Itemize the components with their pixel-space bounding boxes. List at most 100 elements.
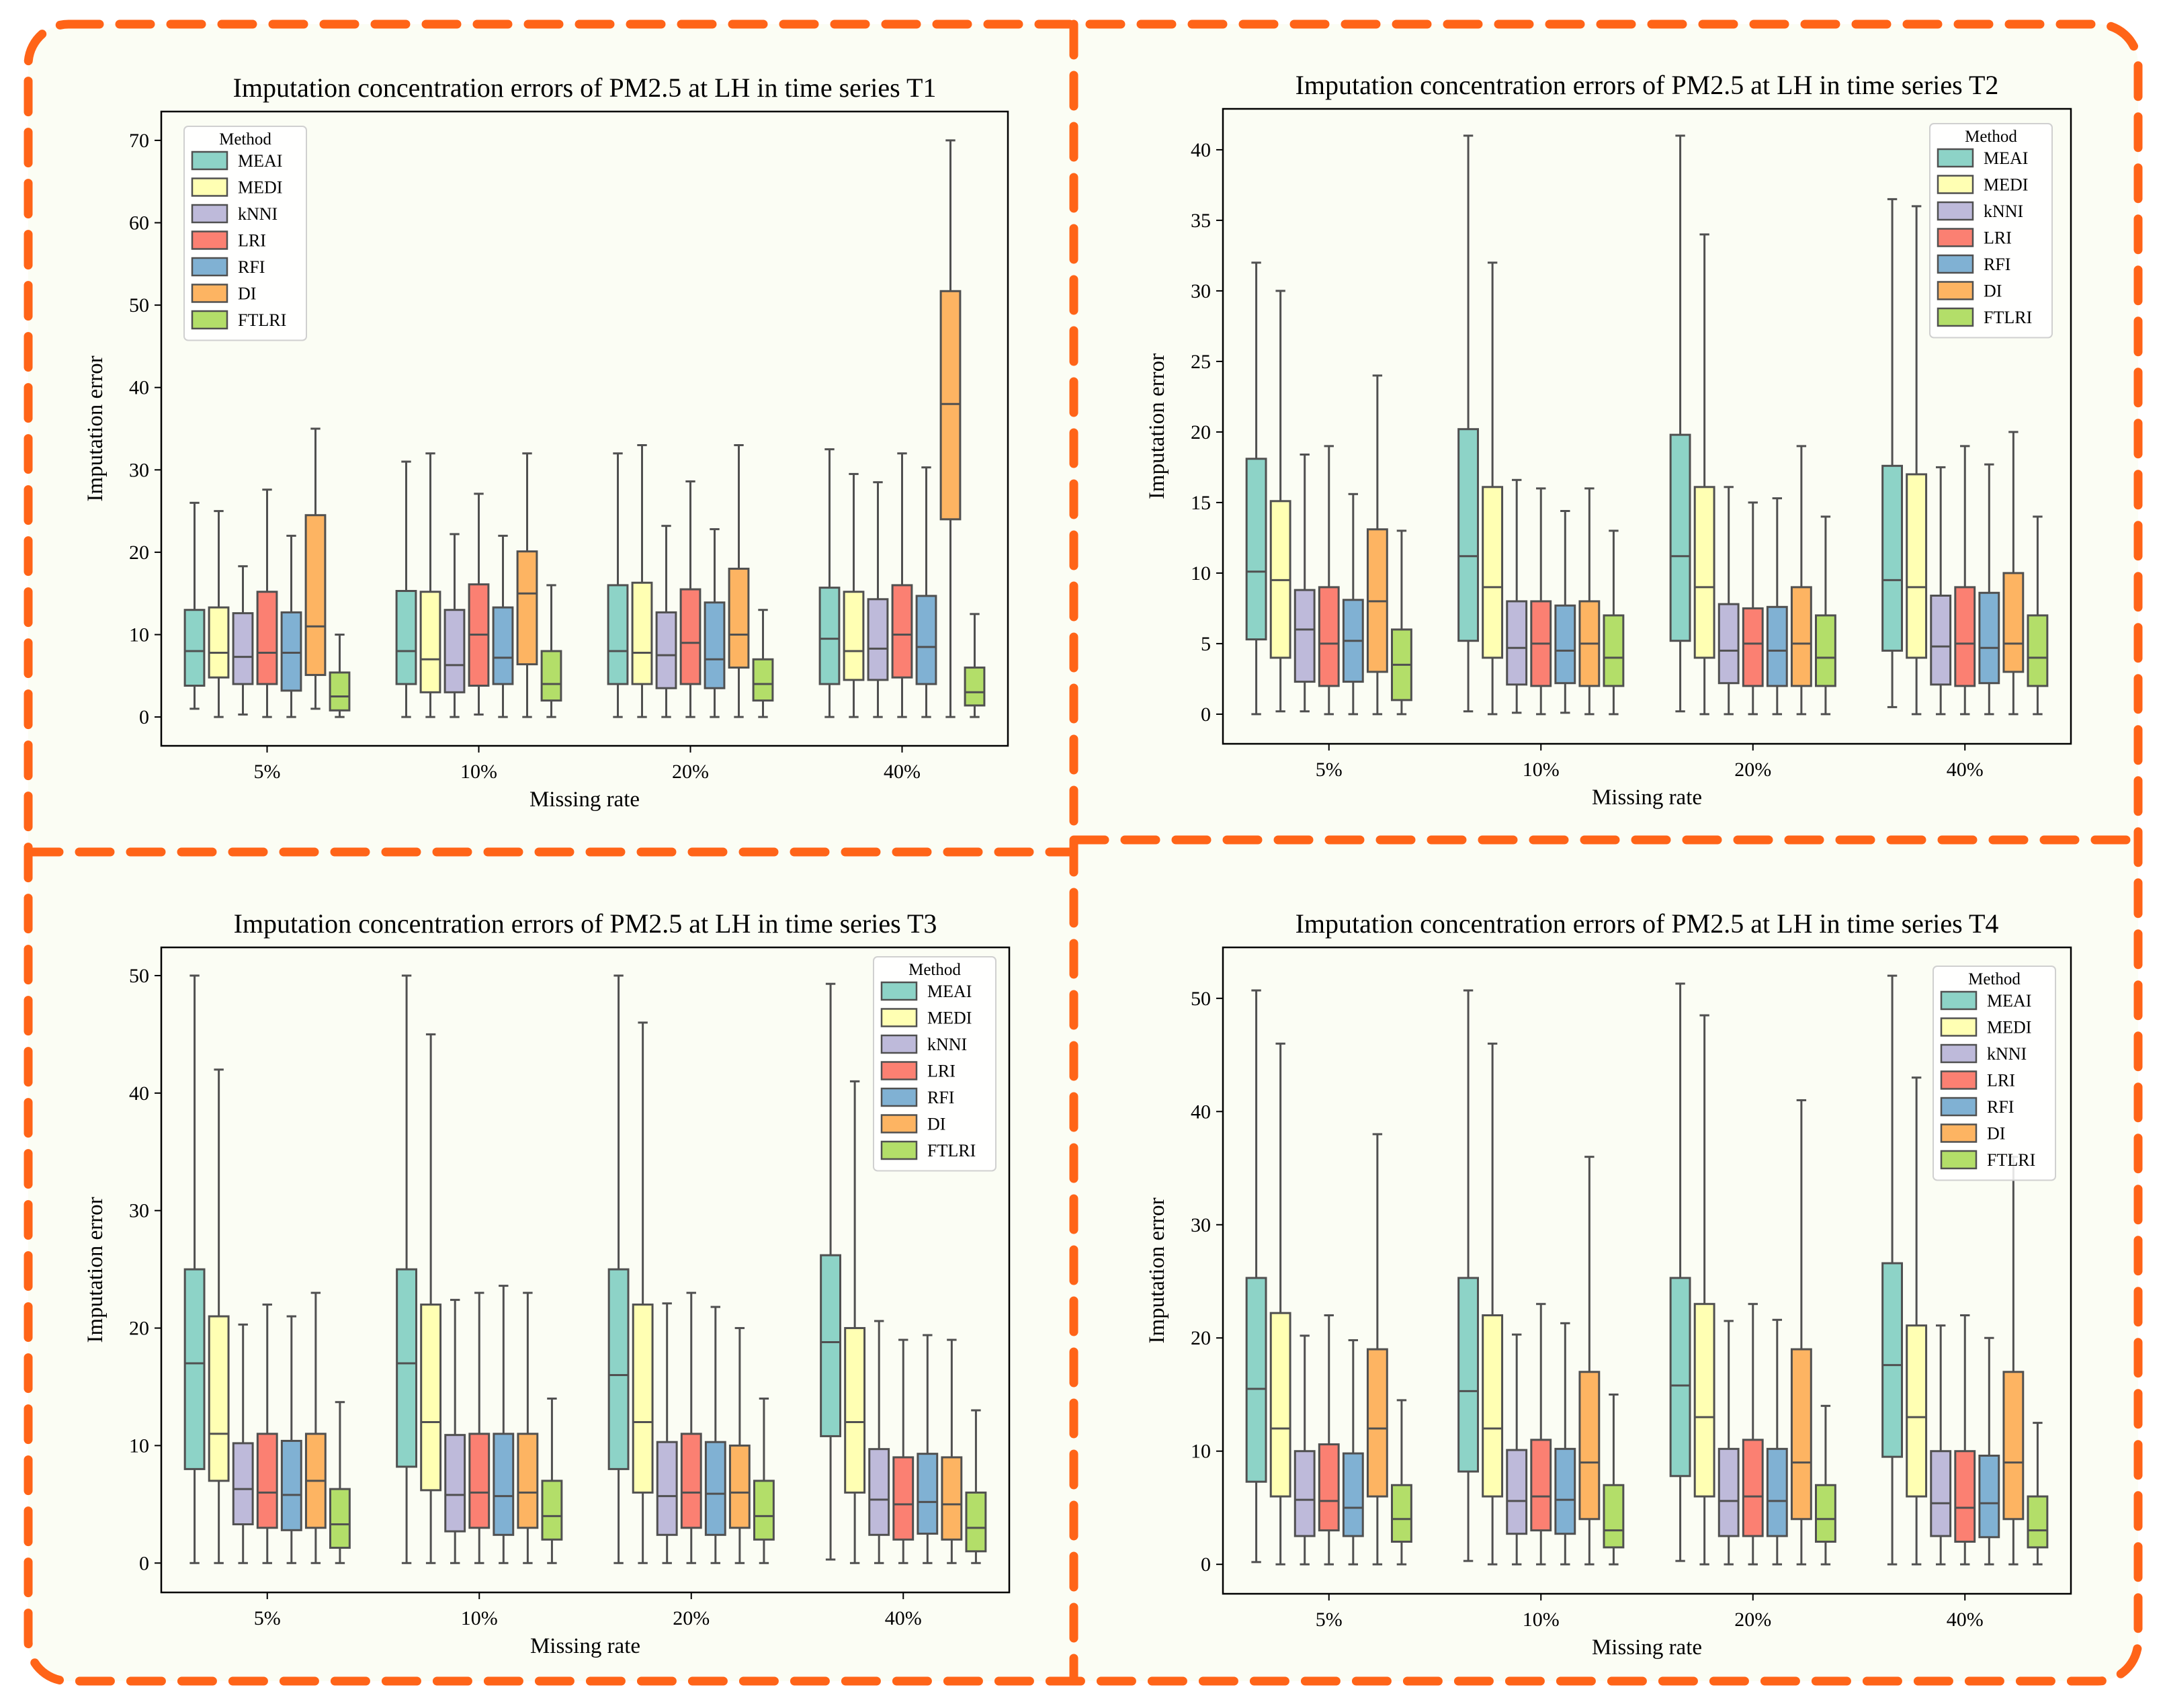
box-rfi-10pct (493, 1285, 515, 1564)
box-meai-40pct (1881, 974, 1904, 1566)
box-iqr (753, 1480, 775, 1541)
legend-label: FTLRI (927, 1141, 976, 1160)
box-iqr (964, 667, 986, 707)
legend-swatch (1940, 1150, 1978, 1170)
legend-label: LRI (1984, 228, 2012, 248)
box-iqr (728, 567, 750, 669)
box-ftlri-5pct (329, 633, 351, 718)
box-iqr (1766, 1447, 1788, 1537)
box-rfi-20pct (704, 528, 726, 718)
legend-label: MEDI (1987, 1018, 2031, 1037)
box-iqr (1245, 458, 1267, 641)
box-iqr (183, 1268, 206, 1470)
series-rfi (1342, 463, 2000, 716)
box-iqr (655, 611, 677, 689)
box-iqr (304, 514, 327, 677)
box-ftlri-40pct (964, 613, 986, 718)
box-di-5pct (304, 1291, 327, 1564)
legend-label: RFI (1987, 1097, 2014, 1117)
box-iqr (892, 1456, 915, 1541)
legend-swatch (880, 1008, 918, 1027)
box-iqr (1293, 1450, 1316, 1537)
box-iqr (632, 1304, 654, 1494)
box-meai-5pct (1245, 261, 1267, 716)
legend-swatch (880, 1061, 918, 1080)
box-iqr (1978, 591, 2000, 685)
y-tick-label: 50 (129, 294, 149, 316)
box-ftlri-5pct (1390, 529, 1412, 716)
box-lri-20pct (679, 480, 702, 718)
box-iqr (1506, 600, 1528, 686)
chart-panel-t2: Imputation concentration errors of PM2.5… (1145, 70, 2072, 810)
y-tick-label: 40 (1191, 139, 1211, 161)
y-tick-label: 0 (139, 1552, 149, 1574)
box-iqr (1881, 464, 1904, 652)
box-iqr (419, 591, 441, 693)
box-iqr (1814, 1484, 1836, 1543)
box-iqr (444, 1434, 466, 1533)
plot-frame (160, 946, 1011, 1594)
chart-title: Imputation concentration errors of PM2.5… (1296, 70, 1999, 100)
box-rfi-20pct (1766, 1318, 1788, 1566)
box-iqr (2027, 1495, 2049, 1549)
series-ftlri (329, 584, 986, 718)
y-tick-label: 10 (129, 1435, 149, 1457)
x-tick-label: 5% (1316, 759, 1343, 781)
legend-label: FTLRI (1987, 1150, 2035, 1170)
legend-label: LRI (238, 231, 266, 251)
x-tick-label: 10% (461, 1607, 498, 1629)
legend-swatch (191, 284, 228, 303)
box-iqr (443, 609, 466, 693)
box-ftlri-40pct (2027, 515, 2049, 716)
box-iqr (256, 1433, 278, 1529)
box-iqr (1554, 604, 1576, 685)
box-iqr (941, 1456, 963, 1541)
x-tick-label: 5% (254, 761, 281, 783)
box-iqr (891, 584, 913, 679)
box-iqr (232, 1442, 254, 1526)
box-iqr (1693, 1303, 1715, 1498)
box-lri-20pct (680, 1291, 702, 1564)
panel-backgrounds (24, 19, 2143, 1686)
chart-title: Imputation concentration errors of PM2.5… (1296, 908, 1999, 939)
box-lri-40pct (892, 1338, 915, 1564)
box-iqr (540, 650, 562, 702)
box-iqr (2027, 614, 2049, 687)
box-iqr (329, 671, 351, 712)
box-rfi-40pct (1978, 463, 2000, 716)
box-iqr (208, 1315, 230, 1482)
series-lri (256, 1291, 915, 1564)
box-lri-40pct (1954, 445, 1976, 716)
box-iqr (965, 1491, 987, 1553)
x-axis-label: Missing rate (529, 787, 640, 812)
box-iqr (395, 590, 417, 685)
legend-swatch (1940, 1043, 1978, 1064)
box-medi-5pct (1269, 290, 1291, 713)
legend-label: MEAI (1987, 991, 2031, 1011)
legend-swatch (1937, 254, 1974, 274)
series-meai (1245, 134, 1904, 716)
legend-swatch (1940, 1017, 1978, 1037)
box-iqr (1669, 1277, 1691, 1478)
box-knni-5pct (232, 1323, 254, 1564)
box-rfi-40pct (915, 466, 937, 718)
box-ftlri-20pct (752, 609, 774, 718)
box-lri-5pct (1318, 445, 1340, 716)
box-ftlri-20pct (753, 1397, 775, 1564)
y-tick-label: 10 (1191, 1441, 1211, 1463)
figure-background (28, 24, 2138, 1681)
box-di-40pct (941, 1338, 963, 1564)
series-meai (183, 448, 841, 718)
x-tick-label: 10% (460, 761, 497, 783)
legend-swatch (880, 1034, 918, 1054)
y-tick-label: 50 (1191, 988, 1211, 1010)
series-medi (1269, 205, 1928, 716)
box-meai-20pct (607, 452, 629, 718)
box-iqr (183, 609, 206, 687)
box-di-5pct (1366, 1133, 1388, 1566)
legend-label: kNNI (238, 204, 278, 224)
y-tick-label: 0 (1201, 1553, 1211, 1576)
y-tick-label: 10 (1191, 562, 1211, 585)
box-meai-40pct (820, 982, 842, 1561)
